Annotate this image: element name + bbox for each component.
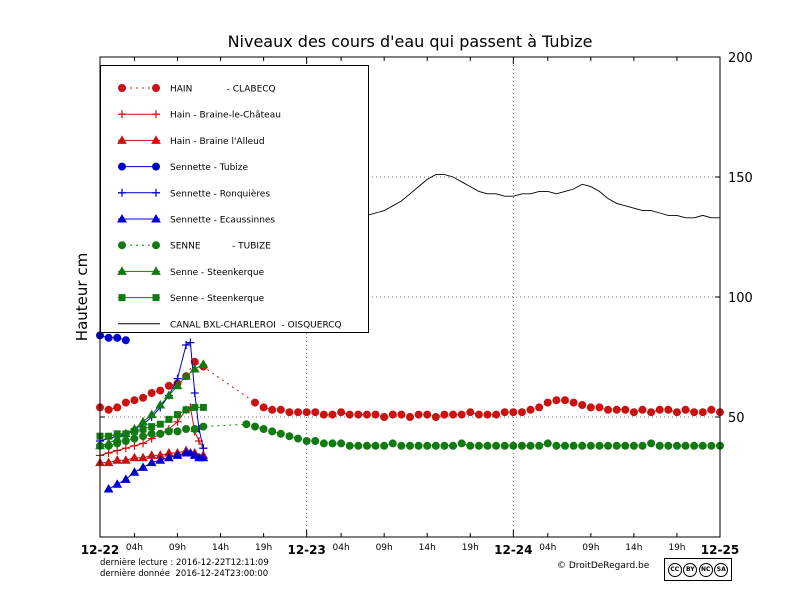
legend-box: [100, 65, 369, 333]
legend-item-sennette-ronquieres: Sennette - Ronquières: [118, 188, 270, 199]
legend: HAIN - CLABECQ Hain - Braine-le-Château Ha…: [100, 65, 369, 333]
svg-text:19h: 19h: [255, 543, 272, 553]
series-senne-tubize: [96, 420, 724, 450]
series-canal-bxl-charleroi: [99, 174, 720, 219]
cc-sa-icon: SA: [714, 562, 729, 577]
legend-item-hain-braine-alleud: Hain - Braine l'Alleud: [117, 135, 265, 147]
legend-label: Sennette - Ronquières: [170, 188, 270, 199]
svg-text:12-23: 12-23: [287, 543, 325, 557]
legend-item-senne-steenkerque-a: Senne - Steenkerque: [117, 266, 265, 278]
chart-title: Niveaux des cours d'eau qui passent à Tu…: [227, 32, 593, 51]
last-reading-text: dernière lecture : 2016-12-22T12:11:09: [100, 558, 269, 568]
series-sennette-ecaussinnes: [103, 447, 209, 493]
legend-item-sennette-tubize: Sennette - Tubize: [118, 162, 249, 173]
svg-text:12-24: 12-24: [494, 543, 532, 557]
cc-license-badge[interactable]: CC BY NC SA: [664, 558, 732, 581]
svg-text:09h: 09h: [169, 543, 186, 553]
svg-text:50: 50: [728, 411, 745, 426]
series-hain-clabecq: [96, 357, 724, 421]
axes: 04h 09h 14h 19h 04h 09h 14h 19h 04h 09h 14h 19h 12-2…: [81, 51, 753, 557]
svg-text:12-25: 12-25: [701, 543, 739, 557]
legend-label: HAIN - CLABECQ: [170, 85, 276, 95]
svg-text:04h: 04h: [333, 543, 350, 553]
legend-label: SENNE - TUBIZE: [170, 242, 271, 252]
legend-item-sennette-ecaussinnes: Sennette - Ecaussinnes: [117, 213, 275, 226]
legend-item-senne-steenkerque-b: Senne - Steenkerque: [118, 294, 265, 304]
svg-text:09h: 09h: [582, 543, 599, 553]
svg-text:12-22: 12-22: [81, 543, 119, 557]
svg-text:09h: 09h: [376, 543, 393, 553]
series-sennette-tubize: [96, 331, 130, 345]
series-senne-steenkerque-b: [96, 403, 207, 440]
svg-text:200: 200: [728, 51, 753, 66]
svg-text:150: 150: [728, 171, 753, 186]
legend-label: Sennette - Tubize: [170, 163, 249, 173]
cc-nc-icon: NC: [698, 562, 713, 577]
legend-item-canal-bxl-charleroi: CANAL BXL-CHARLEROI - OISQUERCQ: [118, 320, 342, 330]
legend-label: Senne - Steenkerque: [170, 268, 265, 278]
svg-text:19h: 19h: [668, 543, 685, 553]
legend-label: Sennette - Ecaussinnes: [170, 216, 275, 226]
last-data-text: dernière donnée 2016-12-24T23:00:00: [100, 569, 269, 579]
cc-by-icon: BY: [683, 562, 698, 577]
legend-label: CANAL BXL-CHARLEROI - OISQUERCQ: [170, 320, 342, 330]
legend-label: Hain - Braine l'Alleud: [170, 137, 265, 147]
cc-icon: CC: [667, 562, 682, 577]
legend-item-senne-tubize: SENNE - TUBIZE: [118, 241, 271, 252]
svg-text:19h: 19h: [462, 543, 479, 553]
legend-label: Senne - Steenkerque: [170, 294, 265, 304]
svg-text:14h: 14h: [625, 543, 642, 553]
svg-text:100: 100: [728, 291, 753, 306]
svg-text:14h: 14h: [212, 543, 229, 553]
legend-item-hain-braine-le-chateau: Hain - Braine-le-Château: [118, 110, 281, 121]
svg-text:04h: 04h: [126, 543, 143, 553]
copyright-text: © DroitDeRegard.be: [557, 561, 650, 571]
legend-label: Hain - Braine-le-Château: [170, 111, 281, 121]
legend-item-hain-clabecq: HAIN - CLABECQ: [118, 84, 276, 95]
svg-text:04h: 04h: [539, 543, 556, 553]
svg-text:14h: 14h: [419, 543, 436, 553]
